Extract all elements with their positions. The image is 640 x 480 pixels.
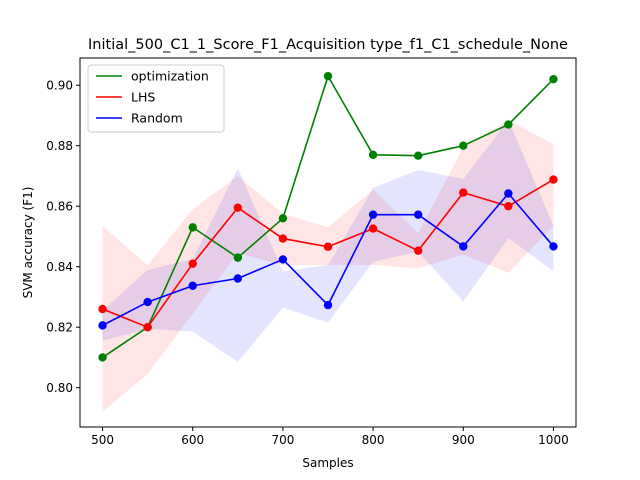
point-random-950: [504, 189, 513, 198]
point-optimization-1000: [549, 74, 558, 84]
point-random-500: [98, 321, 107, 330]
band-random: [102, 120, 554, 362]
y-tick-label-3: 0.86: [46, 200, 73, 214]
point-random-550: [143, 297, 152, 307]
point-optimization-950: [504, 120, 513, 129]
point-lhs-750: [323, 242, 333, 251]
point-random-1000: [549, 242, 558, 251]
point-lhs-600: [188, 259, 197, 268]
point-lhs-800: [368, 224, 378, 233]
point-lhs-500: [98, 304, 107, 314]
y-axis-label: SVM accuracy (F1): [21, 187, 35, 299]
point-optimization-800: [368, 150, 378, 159]
point-random-650: [233, 274, 243, 283]
point-lhs-550: [143, 322, 152, 332]
point-lhs-1000: [549, 175, 558, 184]
y-tick-label-2: 0.84: [46, 260, 73, 274]
point-random-850: [413, 210, 423, 219]
x-tick-label-800: 800: [362, 433, 385, 447]
band-lhs: [102, 120, 554, 412]
point-lhs-700: [278, 234, 288, 243]
point-random-750: [323, 300, 333, 310]
point-random-800: [368, 210, 378, 219]
point-random-900: [459, 242, 468, 251]
point-lhs-950: [504, 202, 513, 211]
point-optimization-600: [188, 223, 197, 232]
series-points: [98, 71, 558, 362]
point-optimization-750: [323, 71, 333, 81]
point-optimization-650: [233, 253, 243, 262]
y-tick-label-5: 0.90: [46, 79, 73, 93]
legend-label-random: Random: [131, 111, 183, 126]
point-optimization-850: [413, 151, 423, 160]
chart-title: Initial_500_C1_1_Score_F1_Acquisition ty…: [88, 37, 568, 53]
x-axis-ticks: 500 600 700 800 900 1000: [91, 427, 569, 447]
y-tick-label-0: 0.80: [46, 381, 73, 395]
x-tick-label-500: 500: [91, 433, 114, 447]
y-tick-label-4: 0.88: [46, 139, 73, 153]
plot-frame: [79, 57, 577, 428]
x-tick-label-900: 900: [452, 433, 475, 447]
point-random-600: [188, 281, 197, 290]
point-optimization-700: [278, 214, 288, 223]
confidence-bands: [102, 120, 554, 412]
x-tick-label-1000: 1000: [538, 433, 569, 447]
legend-label-lhs: LHS: [131, 90, 155, 105]
point-lhs-900: [459, 188, 468, 197]
x-tick-label-600: 600: [181, 433, 204, 447]
point-random-700: [278, 255, 288, 264]
legend-box: [87, 64, 225, 133]
point-lhs-650: [233, 203, 243, 212]
y-axis-ticks: 0.80 0.82 0.84 0.86 0.88 0.90: [46, 79, 80, 395]
point-optimization-900: [459, 141, 468, 150]
legend-label-optimization: optimization: [131, 69, 209, 84]
x-axis-label: Samples: [302, 456, 353, 470]
x-tick-label-700: 700: [271, 433, 294, 447]
legend: optimization LHS Random: [87, 64, 225, 133]
y-tick-label-1: 0.82: [46, 320, 73, 334]
point-optimization-500: [98, 353, 107, 362]
point-lhs-850: [413, 246, 423, 255]
